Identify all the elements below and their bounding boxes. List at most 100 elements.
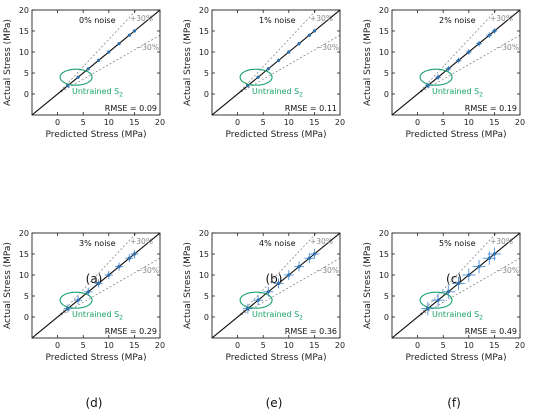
identity-line bbox=[212, 233, 340, 338]
x-tick-label: 5 bbox=[81, 118, 86, 127]
x-tick-label: 0 bbox=[235, 341, 240, 350]
plus-30-label: +30% bbox=[310, 14, 333, 23]
data-point-7 bbox=[487, 33, 491, 37]
axes-frame bbox=[211, 9, 341, 116]
x-axis-label: Predicted Stress (MPa) bbox=[406, 353, 507, 363]
untrained-label: Untrained S2 bbox=[432, 310, 483, 322]
data-point-1 bbox=[66, 84, 70, 88]
data-point-2 bbox=[256, 298, 260, 302]
untrained-ellipse bbox=[419, 68, 453, 86]
y-tick-label: 20 bbox=[19, 229, 29, 238]
x-axis-label: Predicted Stress (MPa) bbox=[406, 130, 507, 140]
y-tick-label: 15 bbox=[199, 250, 209, 259]
untrained-label: Untrained S2 bbox=[72, 310, 123, 322]
plus-30-line bbox=[237, 233, 317, 318]
y-tick-label: 15 bbox=[379, 27, 389, 36]
data-point-2 bbox=[436, 75, 440, 79]
x-tick-label: 0 bbox=[55, 341, 60, 350]
y-tick-label: 10 bbox=[379, 48, 389, 57]
y-tick-label: 5 bbox=[384, 69, 389, 78]
axes-frame bbox=[211, 232, 341, 339]
data-point-4 bbox=[96, 58, 101, 63]
x-axis-label: Predicted Stress (MPa) bbox=[226, 353, 327, 363]
data-point-6 bbox=[117, 265, 121, 269]
minus-30-label: −30% bbox=[136, 266, 159, 275]
data-point-3 bbox=[86, 290, 90, 294]
y-axis-label: Actual Stress (MPa) bbox=[3, 19, 13, 106]
y-axis-label: Actual Stress (MPa) bbox=[363, 19, 373, 106]
data-point-1 bbox=[246, 84, 250, 88]
data-point-3 bbox=[86, 67, 90, 71]
x-tick-label: 10 bbox=[464, 118, 474, 127]
untrained-label: Untrained S2 bbox=[252, 310, 303, 322]
y-tick-label: 10 bbox=[19, 271, 29, 280]
data-point-4 bbox=[276, 58, 281, 63]
y-tick-label: 20 bbox=[199, 229, 209, 238]
noise-label: 4% noise bbox=[259, 239, 296, 248]
data-point-8 bbox=[492, 29, 496, 33]
y-tick-label: 15 bbox=[379, 250, 389, 259]
panel-label: (f) bbox=[447, 396, 461, 410]
untrained-label-text: Untrained S bbox=[72, 87, 119, 96]
y-tick-label: 15 bbox=[199, 27, 209, 36]
minus-30-label: −30% bbox=[136, 43, 159, 52]
identity-line bbox=[392, 10, 520, 115]
x-axis-label: Predicted Stress (MPa) bbox=[46, 130, 147, 140]
rmse-label: RMSE = 0.11 bbox=[285, 104, 337, 113]
y-axis-label: Actual Stress (MPa) bbox=[3, 242, 13, 329]
data-point-5 bbox=[107, 50, 111, 54]
y-tick-label: 5 bbox=[24, 69, 29, 78]
data-point-8 bbox=[312, 29, 316, 33]
data-point-6 bbox=[297, 265, 301, 269]
untrained-ellipse bbox=[419, 291, 453, 309]
y-tick-label: 10 bbox=[199, 48, 209, 57]
data-point-6 bbox=[297, 42, 301, 46]
plus-30-line bbox=[417, 10, 497, 95]
x-tick-label: 15 bbox=[309, 118, 319, 127]
x-tick-label: 20 bbox=[515, 341, 525, 350]
chart-panel-5: 0 5 10 15 20 0 5 10 15 20 Predicted Stress (MPa) Ac… bbox=[183, 229, 345, 410]
rmse-label: RMSE = 0.29 bbox=[105, 327, 157, 336]
noise-label: 3% noise bbox=[79, 239, 116, 248]
minus-30-label: −30% bbox=[316, 266, 339, 275]
plot-area bbox=[212, 10, 340, 115]
x-tick-label: 5 bbox=[261, 341, 266, 350]
x-tick-label: 5 bbox=[441, 341, 446, 350]
data-point-4 bbox=[96, 281, 101, 285]
untrained-ellipse bbox=[239, 68, 273, 86]
data-point-6 bbox=[117, 42, 121, 46]
y-axis-label: Actual Stress (MPa) bbox=[363, 242, 373, 329]
data-point-7 bbox=[487, 256, 491, 260]
untrained-ellipse bbox=[59, 291, 93, 309]
plot-area bbox=[212, 233, 340, 338]
minus-30-label: −30% bbox=[316, 43, 339, 52]
data-point-5 bbox=[107, 273, 111, 277]
y-tick-label: 5 bbox=[204, 69, 209, 78]
data-point-3 bbox=[446, 67, 450, 71]
y-tick-label: 0 bbox=[24, 313, 29, 322]
minus-30-label: −30% bbox=[496, 266, 519, 275]
x-tick-label: 5 bbox=[81, 341, 86, 350]
y-tick-label: 0 bbox=[24, 90, 29, 99]
y-tick-label: 5 bbox=[384, 292, 389, 301]
x-tick-label: 20 bbox=[335, 118, 345, 127]
chart-panel-4: 0 5 10 15 20 0 5 10 15 20 Predicted Stress (MPa) Ac… bbox=[3, 229, 165, 410]
x-tick-label: 20 bbox=[515, 118, 525, 127]
rmse-label: RMSE = 0.49 bbox=[465, 327, 517, 336]
data-point-2 bbox=[76, 298, 80, 302]
chart-panel-2: 0 5 10 15 20 0 5 10 15 20 Predicted Stress (MPa) Ac… bbox=[183, 6, 345, 286]
plus-30-line bbox=[57, 233, 137, 318]
data-point-7 bbox=[307, 33, 311, 37]
y-tick-label: 0 bbox=[384, 313, 389, 322]
y-tick-label: 0 bbox=[384, 90, 389, 99]
x-tick-label: 10 bbox=[104, 118, 114, 127]
rmse-label: RMSE = 0.09 bbox=[105, 104, 157, 113]
y-tick-label: 15 bbox=[19, 250, 29, 259]
data-point-5 bbox=[467, 50, 471, 54]
data-point-1 bbox=[246, 307, 250, 311]
y-tick-label: 15 bbox=[19, 27, 29, 36]
x-tick-label: 15 bbox=[129, 118, 139, 127]
untrained-label: Untrained S2 bbox=[72, 87, 123, 99]
y-tick-label: 20 bbox=[199, 6, 209, 15]
untrained-label-subscript: 2 bbox=[479, 315, 483, 322]
